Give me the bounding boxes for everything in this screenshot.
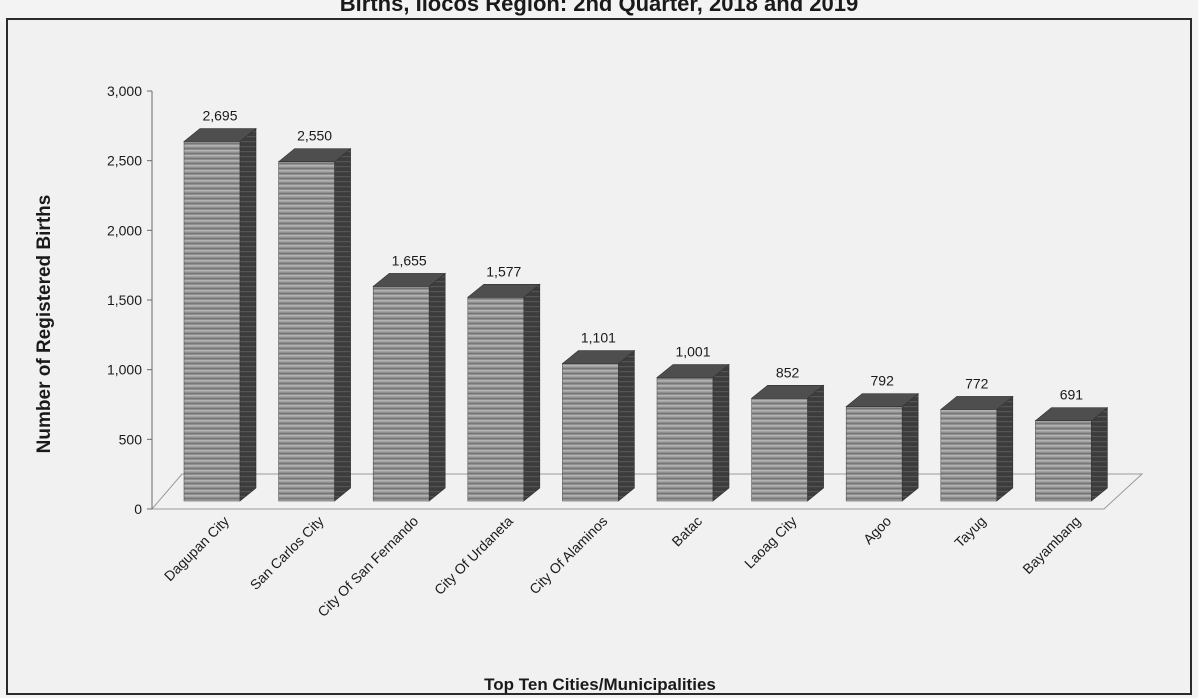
- bar: [656, 363, 730, 502]
- bar-front: [278, 161, 335, 502]
- bar-front: [845, 406, 903, 502]
- bar-top: [183, 128, 257, 142]
- category-label: Agoo: [860, 513, 895, 548]
- page-title: Births, Ilocos Region: 2nd Quarter, 2018…: [339, 0, 859, 16]
- y-tick-label: 0: [134, 501, 142, 517]
- bar-top: [372, 273, 447, 287]
- bar-top: [277, 148, 352, 162]
- y-axis-title: Number of Registered Births: [34, 195, 55, 454]
- category-label: San Carlos City: [247, 513, 327, 593]
- bar-top: [939, 396, 1014, 410]
- data-label: 792: [871, 373, 895, 389]
- data-label: 2,550: [297, 128, 332, 144]
- bar: [939, 395, 1014, 502]
- bar-top: [845, 393, 920, 407]
- bar-front: [562, 363, 619, 502]
- data-label: 1,577: [486, 263, 521, 279]
- data-label: 772: [965, 375, 989, 391]
- bar: [277, 148, 352, 502]
- bar-front: [1035, 420, 1092, 502]
- y-tick-label: 2,000: [107, 222, 142, 238]
- bar: [1034, 407, 1109, 502]
- bar: [845, 393, 920, 502]
- category-label: Batac: [668, 513, 705, 550]
- bar-side: [618, 349, 635, 502]
- y-tick-label: 2,500: [107, 153, 142, 169]
- bar-front: [940, 409, 998, 502]
- bar-side: [1091, 407, 1108, 502]
- bar: [372, 272, 447, 502]
- bar-front: [751, 397, 808, 502]
- bar-top: [561, 350, 636, 364]
- y-axis: 0 500 1,000 1,500 2,000 2,500 3,000: [107, 83, 153, 517]
- category-label: Dagupan City: [161, 513, 232, 584]
- data-label: 852: [776, 364, 800, 380]
- category-label: Bayambang: [1019, 513, 1083, 577]
- category-label: Tayug: [951, 513, 989, 551]
- data-label: 1,101: [581, 330, 616, 346]
- y-tick-label: 3,000: [107, 83, 142, 99]
- category-label: City Of San Fernando: [314, 513, 421, 620]
- bars: [183, 127, 1109, 502]
- chart-floor: [150, 473, 1144, 510]
- data-label: 1,655: [392, 252, 427, 268]
- bar-front: [467, 296, 525, 502]
- data-label: 1,001: [675, 344, 710, 360]
- category-label: City Of Alaminos: [526, 513, 610, 597]
- y-tick-label: 1,500: [107, 292, 142, 308]
- bar-side: [334, 148, 351, 502]
- bar-front: [372, 286, 430, 502]
- bar: [561, 349, 636, 502]
- floor-outline: [150, 473, 1144, 510]
- bar-front: [183, 141, 241, 502]
- bar-side: [901, 393, 919, 502]
- bar-front: [656, 377, 714, 502]
- bar-side: [428, 272, 446, 502]
- y-tick-label: 1,000: [107, 362, 142, 378]
- bar-top: [466, 283, 541, 298]
- bar-top: [750, 384, 825, 399]
- bar-side: [996, 395, 1014, 502]
- category-label: City Of Urdaneta: [431, 513, 516, 598]
- data-label: 691: [1060, 387, 1084, 403]
- bar: [183, 127, 257, 502]
- y-tick-label: 500: [119, 431, 143, 447]
- bar: [466, 283, 541, 502]
- bar-top: [1034, 407, 1109, 422]
- bar-side: [807, 384, 824, 502]
- bar: [750, 384, 825, 502]
- data-label: 2,695: [202, 107, 237, 123]
- bar-side: [523, 283, 541, 502]
- bar-side: [712, 363, 730, 502]
- bar-top: [656, 364, 730, 378]
- bar-side: [239, 127, 257, 502]
- x-axis-title: Top Ten Cities/Municipalities: [484, 675, 716, 694]
- category-label: Laoag City: [741, 513, 800, 572]
